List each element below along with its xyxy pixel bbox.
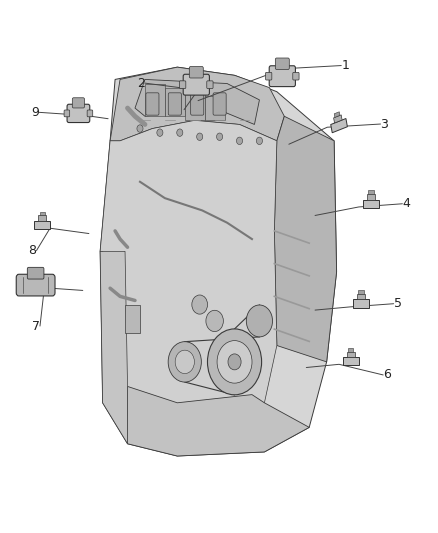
Polygon shape [353, 300, 369, 308]
Circle shape [192, 295, 208, 314]
Polygon shape [367, 194, 375, 199]
FancyBboxPatch shape [16, 274, 55, 296]
Circle shape [208, 329, 261, 395]
Circle shape [177, 129, 183, 136]
Text: 1: 1 [341, 59, 349, 72]
Circle shape [228, 354, 241, 370]
Circle shape [157, 129, 163, 136]
Text: 2: 2 [137, 77, 145, 90]
Circle shape [217, 341, 252, 383]
Circle shape [256, 137, 262, 144]
Polygon shape [343, 357, 359, 366]
FancyBboxPatch shape [276, 58, 289, 69]
FancyBboxPatch shape [146, 93, 159, 115]
Polygon shape [100, 252, 127, 444]
Polygon shape [165, 87, 185, 116]
FancyBboxPatch shape [213, 93, 226, 115]
FancyBboxPatch shape [269, 66, 295, 86]
Polygon shape [38, 215, 46, 221]
FancyBboxPatch shape [168, 93, 181, 115]
FancyBboxPatch shape [293, 72, 299, 80]
FancyBboxPatch shape [265, 72, 272, 80]
FancyBboxPatch shape [207, 81, 213, 88]
Polygon shape [368, 190, 374, 194]
FancyBboxPatch shape [183, 74, 209, 95]
Polygon shape [34, 221, 50, 229]
Polygon shape [205, 96, 225, 120]
Polygon shape [331, 118, 347, 133]
Polygon shape [145, 84, 165, 116]
Polygon shape [348, 348, 353, 352]
Polygon shape [363, 199, 379, 208]
Text: 8: 8 [28, 244, 36, 257]
Circle shape [137, 125, 143, 132]
FancyBboxPatch shape [64, 110, 70, 117]
Circle shape [216, 133, 223, 141]
Polygon shape [347, 352, 355, 357]
Polygon shape [100, 120, 277, 427]
FancyBboxPatch shape [189, 67, 203, 78]
Polygon shape [110, 67, 284, 141]
FancyBboxPatch shape [27, 268, 44, 279]
Polygon shape [39, 212, 45, 215]
Circle shape [197, 133, 203, 141]
Circle shape [246, 305, 272, 337]
FancyBboxPatch shape [191, 93, 204, 115]
FancyBboxPatch shape [87, 110, 93, 117]
Circle shape [237, 137, 243, 144]
Circle shape [206, 310, 223, 332]
FancyBboxPatch shape [72, 98, 85, 108]
Polygon shape [274, 116, 336, 362]
Text: 3: 3 [381, 118, 389, 131]
Polygon shape [135, 79, 259, 124]
Polygon shape [357, 294, 365, 300]
Text: 4: 4 [403, 197, 410, 211]
Circle shape [168, 342, 201, 382]
Polygon shape [100, 67, 336, 456]
Polygon shape [334, 112, 340, 117]
Text: 6: 6 [383, 368, 391, 382]
Text: 5: 5 [394, 297, 402, 310]
Text: 7: 7 [32, 320, 40, 333]
Polygon shape [125, 304, 140, 333]
Circle shape [175, 350, 194, 374]
Polygon shape [358, 290, 364, 294]
Text: 9: 9 [31, 106, 39, 119]
Polygon shape [127, 386, 309, 456]
Polygon shape [334, 115, 342, 123]
Polygon shape [185, 92, 205, 120]
FancyBboxPatch shape [180, 81, 186, 88]
FancyBboxPatch shape [67, 104, 90, 123]
